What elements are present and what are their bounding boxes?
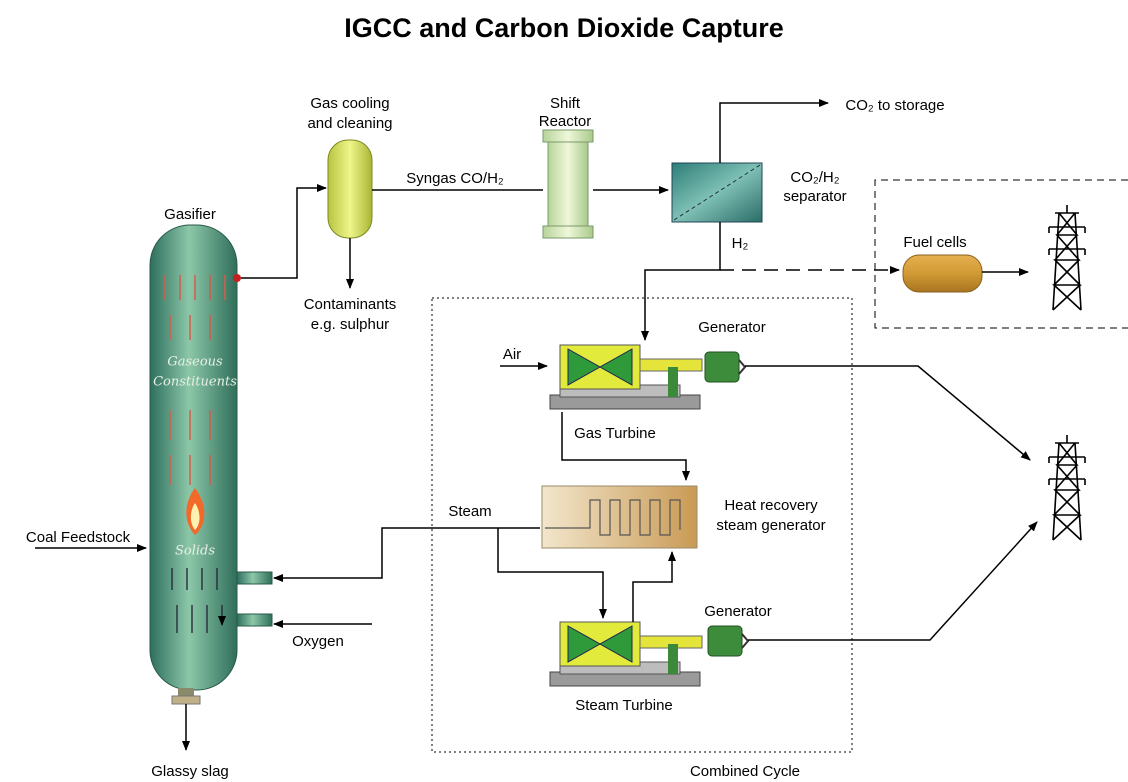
hrsg-label: Heat recovery	[724, 497, 818, 514]
gas-cooling-vessel	[327, 139, 373, 239]
contaminants-label: e.g. sulphur	[311, 316, 389, 333]
shape	[632, 551, 676, 622]
nozzle	[236, 613, 273, 627]
fuel-cells-label: Fuel cells	[903, 234, 966, 251]
slag-outlet	[178, 688, 194, 696]
gas-cooling-label: and cleaning	[307, 115, 392, 132]
gasifier-label: Gasifier	[164, 206, 216, 223]
shift-label: Shift	[550, 95, 581, 112]
shape	[745, 365, 1031, 461]
slag-label: Glassy slag	[151, 763, 229, 780]
gaseous-label: Gaseous	[167, 355, 223, 370]
hrsg-coil	[545, 499, 681, 536]
nozzle	[236, 571, 273, 585]
shift-label: Reactor	[539, 113, 592, 130]
gasifier-vessel	[149, 224, 238, 691]
shape	[641, 222, 721, 341]
separator-membrane	[673, 164, 761, 221]
power-tower	[1048, 434, 1086, 541]
shape	[164, 275, 226, 485]
solids-label: Solids	[175, 544, 215, 559]
steam-label: Steam	[448, 503, 491, 520]
shape	[241, 184, 327, 279]
separator-label: CO₂/H₂	[790, 169, 839, 186]
gas-arrows	[164, 275, 226, 485]
contaminants-label: Contaminants	[304, 296, 397, 313]
flow-lines	[35, 99, 1038, 751]
shape	[748, 521, 1038, 641]
generator-label: Generator	[704, 603, 772, 620]
separator-label: separator	[783, 188, 846, 205]
oxygen-label: Oxygen	[292, 633, 344, 650]
gas-cooling-label: Gas cooling	[310, 95, 389, 112]
shift-reactor	[547, 139, 589, 231]
shape	[171, 568, 222, 633]
hrsg-label: steam generator	[716, 517, 825, 534]
power-tower	[1048, 204, 1086, 311]
air-label: Air	[503, 346, 521, 363]
combined-cycle-label: Combined Cycle	[690, 763, 800, 780]
outlet-dot	[233, 274, 241, 282]
shape	[497, 528, 607, 619]
gas-turbine	[549, 344, 703, 410]
steam-turbine	[549, 621, 703, 687]
generator	[707, 625, 749, 657]
fuel-cell	[902, 254, 983, 293]
h2-label: H₂	[732, 235, 749, 252]
slag-outlet	[171, 695, 201, 705]
fuel-cell-box	[874, 179, 1128, 329]
shape	[273, 527, 540, 582]
flame	[190, 503, 200, 530]
steam-turbine-label: Steam Turbine	[575, 697, 673, 714]
solid-arrows	[171, 568, 222, 633]
generator-label: Generator	[698, 319, 766, 336]
co2-label: CO₂ to storage	[845, 97, 944, 114]
title: IGCC and Carbon Dioxide Capture	[344, 13, 784, 43]
gaseous-label: Constituents	[153, 375, 237, 390]
shift-reactor-cap	[542, 129, 594, 143]
syngas-label: Syngas CO/H₂	[406, 170, 504, 187]
combined-cycle-box	[431, 297, 853, 753]
gas-turbine-label: Gas Turbine	[574, 425, 656, 442]
generator	[704, 351, 746, 383]
shift-reactor-cap	[542, 225, 594, 239]
coal-label: Coal Feedstock	[26, 529, 131, 546]
shape	[561, 412, 690, 481]
shape	[719, 99, 829, 163]
